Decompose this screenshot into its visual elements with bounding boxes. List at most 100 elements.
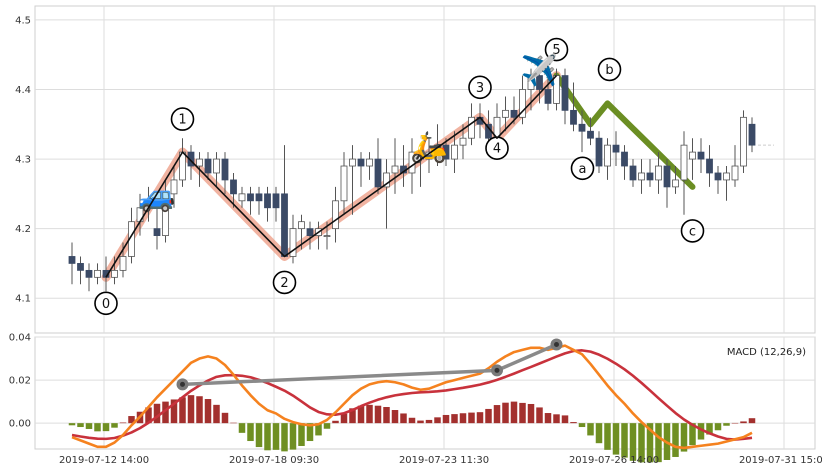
candle-body: [731, 165, 739, 181]
macd-histogram-bar: [697, 423, 705, 440]
macd-histogram-bar: [459, 413, 467, 424]
wave-2-circle: [272, 270, 297, 295]
macd-histogram-bar: [408, 417, 416, 424]
candle-body: [434, 144, 441, 153]
candle-body: [638, 172, 645, 181]
divergence-marker-inner: [554, 342, 559, 348]
macd-histogram-bar: [544, 413, 552, 424]
macd-y-tick-label: 0.00: [9, 419, 31, 430]
candle-body: [519, 89, 526, 118]
wave-5-label: 5: [552, 43, 560, 58]
candle-body: [264, 193, 271, 209]
macd-histogram-bar: [119, 422, 127, 424]
candle-body: [527, 75, 535, 90]
macd-histogram-bar: [502, 402, 509, 424]
macd-histogram-bar: [638, 423, 645, 463]
candle-body: [544, 89, 552, 104]
x-tick-label: 2019-07-18 09:30: [229, 455, 319, 466]
wave-1-label: 1: [178, 113, 186, 128]
price-y-axis: 4.1 4.2 4.3 4.4 4.5: [15, 15, 31, 304]
price-y-tick-label: 4.2: [15, 224, 31, 235]
candle-body: [153, 228, 161, 236]
candle-body: [510, 109, 518, 118]
candle-body: [289, 228, 297, 257]
macd-line: [71, 344, 753, 450]
macd-histogram-bar: [451, 414, 458, 424]
candle-body: [374, 158, 382, 188]
macd-y-axis: 0.00 0.02 0.04: [9, 333, 31, 430]
macd-histogram-bar: [306, 423, 314, 442]
wave-c-label: c: [689, 224, 696, 239]
macd-histogram-bar: [111, 423, 118, 428]
macd-histogram-bar: [383, 407, 390, 424]
candle-body: [536, 75, 543, 90]
macd-histogram-bar: [77, 423, 84, 428]
price-y-tick-label: 4.3: [15, 155, 31, 166]
candle-body: [323, 235, 331, 237]
macd-histogram-bar: [561, 415, 569, 424]
wave-a-label: a: [579, 162, 587, 177]
macd-histogram-bar: [85, 423, 93, 429]
macd-histogram-bar: [128, 416, 135, 424]
macd-histogram-bar: [434, 417, 441, 424]
candle-body: [213, 158, 220, 174]
wave-5-circle: [544, 37, 569, 62]
candle-body: [689, 151, 696, 160]
macd-histogram-bar: [349, 408, 356, 424]
macd-histogram-bar: [102, 423, 110, 432]
candle-body: [349, 158, 356, 167]
macd-histogram-bar: [646, 423, 654, 463]
candle-body: [723, 172, 730, 181]
candle-body: [672, 179, 679, 188]
macd-histogram-bar: [510, 401, 518, 424]
macd-histogram-bar: [672, 423, 679, 457]
macd-lines: [71, 344, 753, 450]
candle-body: [306, 228, 314, 236]
candle-body: [332, 200, 339, 230]
candle-body: [85, 269, 93, 278]
divergence-marker-inner: [180, 381, 185, 387]
candle-body: [238, 193, 246, 202]
candle-body: [111, 269, 118, 278]
candle-body: [748, 123, 756, 146]
candle-body: [604, 144, 611, 167]
candle-body: [612, 144, 620, 153]
macd-histogram-bar: [689, 423, 696, 446]
candle-body: [366, 158, 373, 167]
macd-histogram-bar: [272, 423, 280, 450]
macd-histogram-bar: [723, 423, 730, 426]
macd-histogram-bar: [366, 404, 373, 424]
x-tick-label: 2019-07-12 14:00: [59, 455, 149, 466]
candle-body: [561, 75, 569, 111]
macd-histogram-bar: [629, 423, 637, 461]
macd-histogram-bar: [740, 421, 747, 424]
macd-histogram-bar: [425, 419, 433, 424]
candle-body: [663, 165, 671, 188]
macd-histogram-bar: [706, 423, 713, 435]
wave-1-circle: [170, 107, 195, 131]
candle-body: [570, 109, 577, 125]
candle-body: [587, 130, 594, 139]
macd-histogram-bar: [442, 414, 450, 424]
macd-histogram-bar: [196, 396, 203, 424]
macd-histogram-bar: [595, 423, 603, 444]
macd-histogram-bar: [578, 423, 586, 428]
macd-y-tick-label: 0.04: [9, 333, 31, 344]
candle-body: [442, 144, 450, 160]
candle-body: [357, 158, 365, 167]
candle-body: [221, 158, 229, 181]
impulse-wave-line: [105, 75, 558, 278]
wave-c-circle: [680, 219, 705, 243]
candle-body: [697, 151, 705, 160]
price-y-tick-label: 4.5: [15, 15, 31, 26]
candle-body: [281, 193, 288, 257]
candle-body: [162, 193, 169, 236]
candle-body: [646, 172, 654, 181]
macd-histogram-bar: [204, 399, 212, 424]
macd-histogram-bar: [570, 422, 577, 424]
candle-body: [119, 256, 127, 271]
macd-histogram-bar: [162, 401, 169, 424]
macd-histogram-bar: [417, 420, 424, 424]
scooter-icon: 🛵: [410, 130, 447, 165]
macd-histogram-bar: [468, 412, 475, 424]
